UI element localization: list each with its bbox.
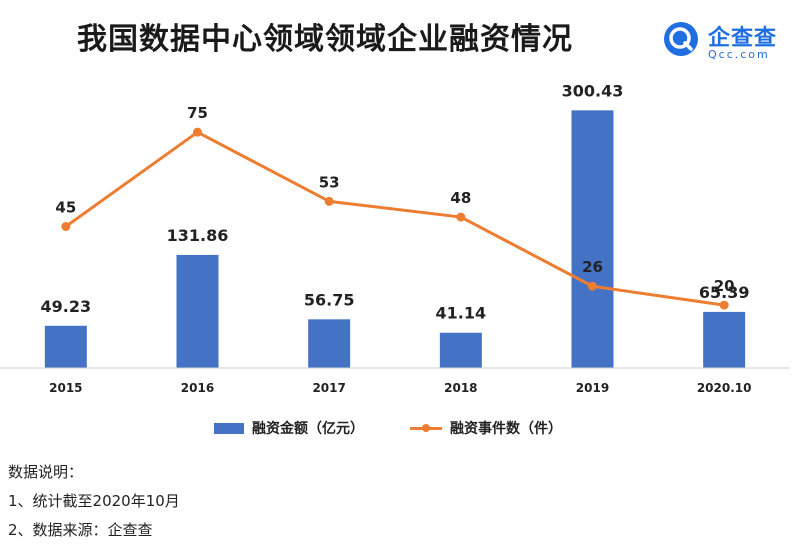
legend-label-amount: 融资金额（亿元） — [252, 421, 364, 437]
bars-layer — [44, 110, 746, 368]
bar-2015 — [44, 325, 87, 368]
bar-2017 — [308, 319, 351, 368]
legend-item-count: 融资事件数（件） — [410, 418, 562, 438]
line-point-2020.10 — [719, 300, 729, 310]
bar-label-2016: 131.86 — [167, 226, 229, 245]
notes-heading: 数据说明： — [8, 463, 84, 481]
x-tick-2019: 2019 — [576, 381, 609, 395]
data-notes: 数据说明： 1、统计截至2020年10月 2、数据来源：企查查 — [8, 458, 180, 545]
line-point-2018 — [456, 212, 466, 222]
combo-chart: 49.23 131.86 56.75 41.14 300.43 65.39 45 75 53 48… — [0, 81, 790, 395]
bar-label-2018: 41.14 — [436, 304, 487, 323]
legend-label-count: 融资事件数（件） — [450, 421, 562, 437]
bar-label-2019: 300.43 — [562, 81, 624, 100]
bar-2018 — [439, 332, 482, 368]
notes-item-2: 2、数据来源：企查查 — [8, 521, 153, 539]
legend-swatch-bar — [214, 422, 244, 434]
ticks-layer: 2015 2016 2017 2018 2019 2020.10 — [49, 381, 751, 395]
line-point-2019 — [588, 281, 597, 291]
bar-2020.10 — [703, 311, 746, 368]
line-label-2020.10: 20 — [714, 277, 735, 295]
line-point-2016 — [193, 127, 202, 137]
bar-2016 — [176, 254, 219, 368]
line-label-2019: 26 — [582, 258, 603, 276]
qcc-logo: 企查查 Qcc.com — [662, 18, 792, 68]
bar-2019 — [571, 110, 614, 368]
line-label-2016: 75 — [187, 104, 208, 122]
bar-label-2015: 49.23 — [41, 297, 92, 316]
labels-layer: 49.23 131.86 56.75 41.14 300.43 65.39 45 75 53 48… — [41, 81, 750, 322]
x-tick-2020.10: 2020.10 — [697, 381, 752, 395]
notes-item-1: 1、统计截至2020年10月 — [8, 492, 180, 510]
line-label-2018: 48 — [450, 189, 471, 207]
logo-subtext: Qcc.com — [708, 48, 770, 61]
x-tick-2016: 2016 — [181, 381, 214, 395]
bar-label-2020.10: 65.39 — [699, 283, 750, 302]
legend-swatch-line — [410, 423, 442, 434]
line-label-2015: 45 — [55, 199, 76, 217]
line-series-count — [64, 130, 725, 307]
line-label-2017: 53 — [319, 173, 340, 191]
line-point-2017 — [324, 196, 334, 206]
x-tick-2018: 2018 — [444, 381, 477, 395]
line-layer — [61, 127, 729, 310]
legend-item-amount: 融资金额（亿元） — [214, 418, 364, 438]
line-point-2015 — [61, 222, 71, 231]
qcc-logo-icon — [664, 22, 698, 56]
bar-label-2017: 56.75 — [304, 290, 355, 309]
logo-name: 企查查 — [708, 26, 778, 51]
x-tick-2017: 2017 — [312, 381, 345, 395]
x-tick-2015: 2015 — [49, 381, 82, 395]
chart-title: 我国数据中心领域领域企业融资情况 — [77, 22, 573, 57]
legend: 融资金额（亿元） 融资事件数（件） — [0, 418, 802, 442]
